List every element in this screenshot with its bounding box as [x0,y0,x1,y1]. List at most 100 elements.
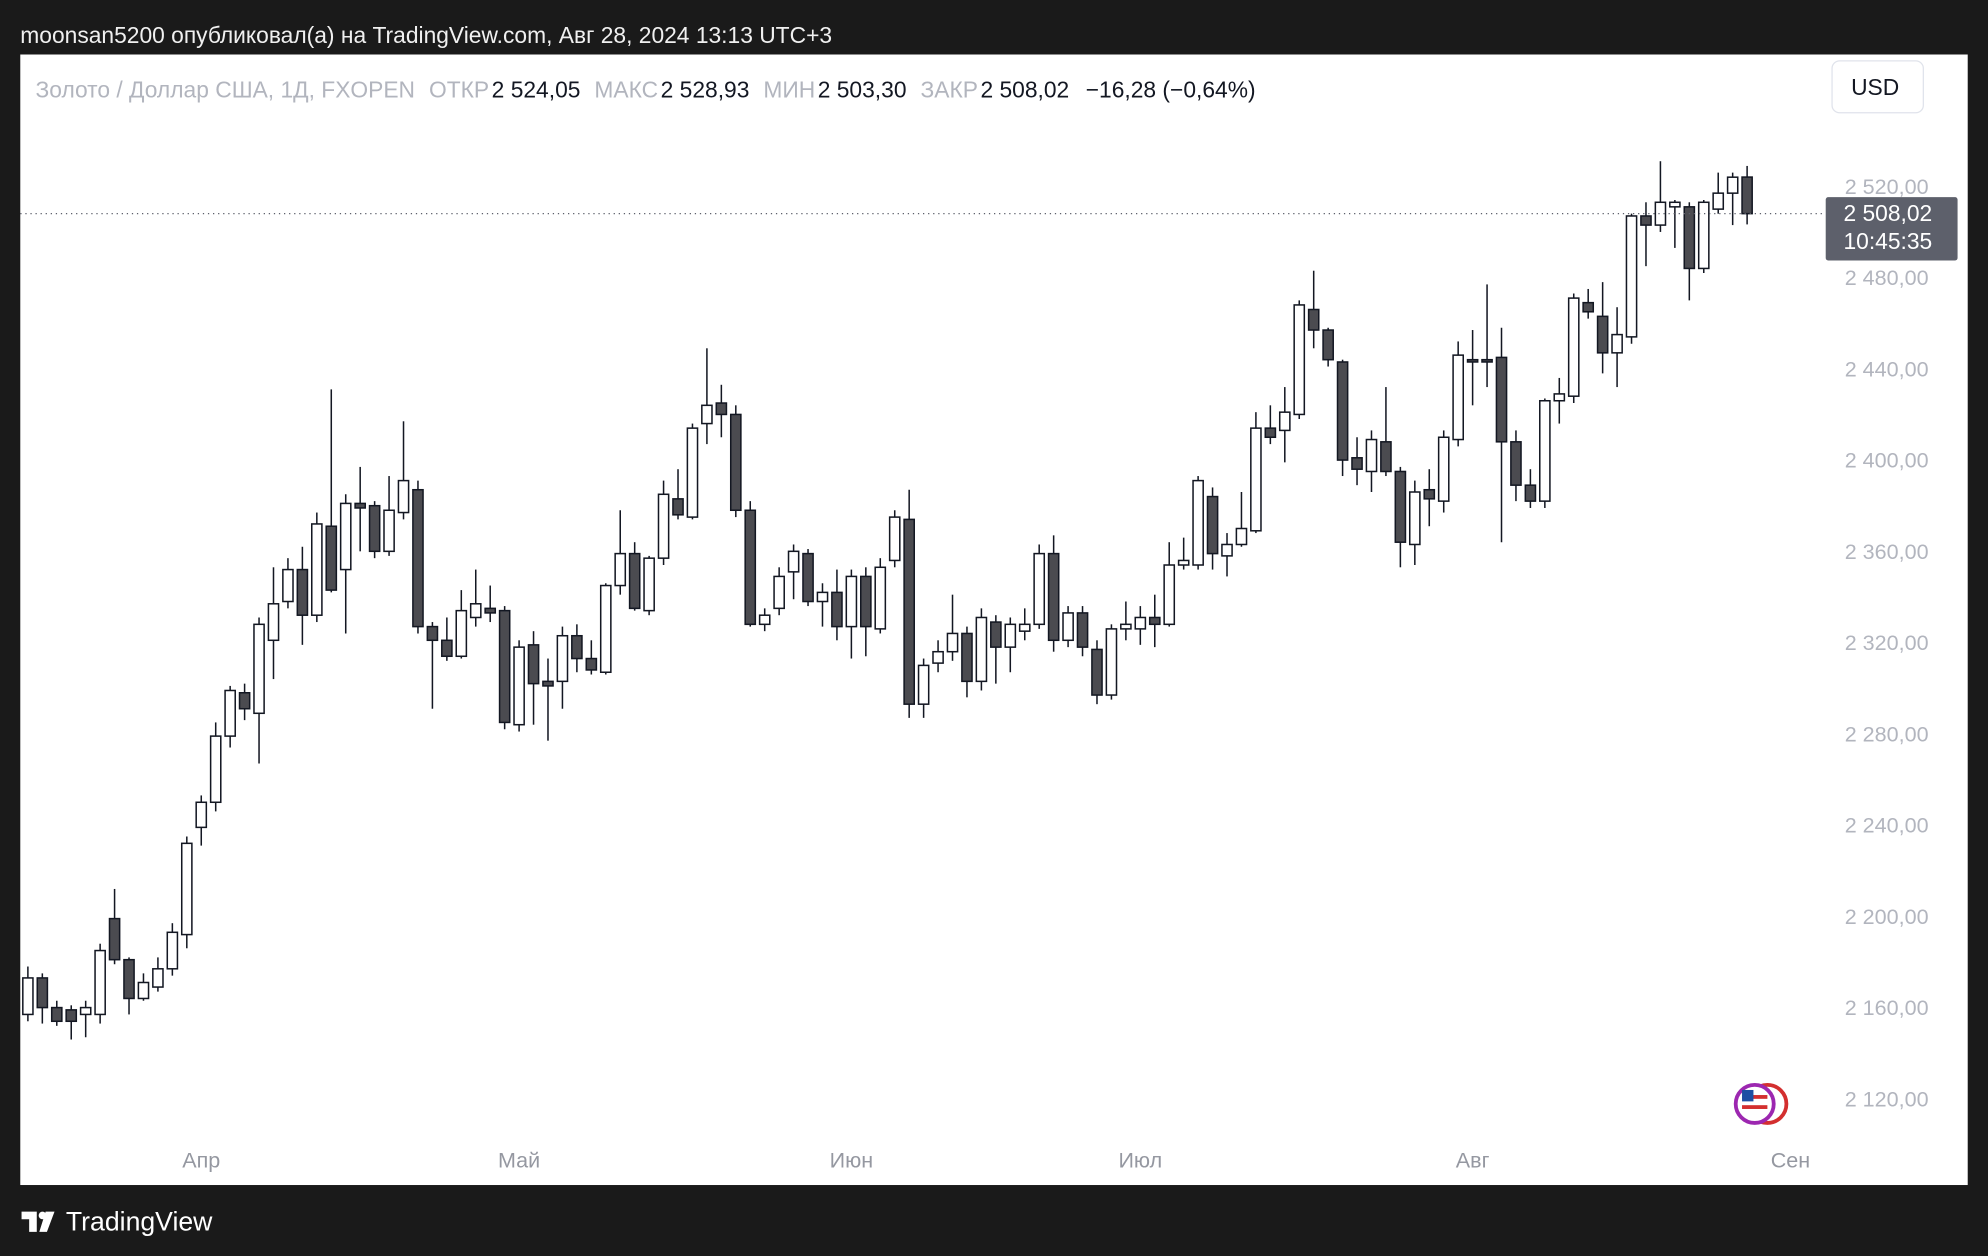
candle-body [1091,648,1103,696]
candle-body [845,575,858,628]
currency-button[interactable] [1831,60,1924,114]
candle-body [729,413,742,512]
y-tick-label: 2 160,00 [1845,996,1929,1020]
y-tick-label: 2 320,00 [1845,631,1929,655]
candle-body [1394,470,1407,543]
candle-body [628,552,641,610]
y-tick-label: 2 400,00 [1845,449,1929,473]
y-tick-label: 2 520,00 [1845,175,1929,199]
high-value: 2 528,93 [661,77,750,103]
candle-body [1697,201,1710,270]
candle-body [773,575,785,610]
candle-body [744,509,757,626]
candle-body [1553,393,1566,402]
candle-body [108,917,121,961]
candle-body [498,609,511,724]
candle-body [1495,356,1508,443]
low-value: 2 503,30 [818,77,907,103]
candle-body [1004,623,1017,648]
candle-body [888,516,901,562]
candle-body [238,692,251,710]
candle-body [137,981,150,1000]
candle-body [513,646,525,726]
open-label: ОТКР [429,77,489,103]
candle-body [701,404,713,425]
candle-body [1177,559,1190,566]
candle-body [1192,479,1204,566]
candle-body [758,614,771,626]
open-value: 2 524,05 [492,77,581,103]
candle-body [1683,206,1696,270]
candle-body [599,584,612,673]
candle-body [917,664,930,705]
candle-body [426,625,439,642]
candle-body [802,552,814,603]
logo-mark [21,1211,55,1232]
candle-body [990,621,1002,648]
legend-header: Золото / Доллар США, 1Д, FXOPEN ОТКР 2 52… [36,77,1256,103]
candle-body [831,591,843,628]
candle-body [1640,215,1652,226]
candle-body [224,689,236,737]
candle-body [1669,201,1681,208]
byline: moonsan5200 опубликовал(а) на TradingVie… [20,22,832,48]
candle-body [1293,304,1306,416]
candle-body [1235,527,1248,546]
candle-body [1380,441,1392,473]
candle-body [412,488,424,628]
candle-body [961,632,973,683]
y-tick-label: 2 200,00 [1845,905,1929,929]
y-tick-label: 2 440,00 [1845,357,1929,381]
candle-body [1408,491,1421,546]
candle-body [1524,484,1537,502]
candle-body [180,842,193,936]
flag-canton [1742,1089,1754,1102]
candle-body [1726,176,1739,194]
candle-body [1264,427,1277,439]
x-tick-label: Апр [182,1148,220,1172]
candle-body [1047,552,1060,642]
candle-body [339,502,352,571]
candle-body [1336,361,1349,461]
candle-body [614,552,627,587]
candle-body [282,568,294,603]
candle-body [195,801,208,829]
candle-body [1481,358,1493,363]
flag-stripe [1742,1105,1768,1109]
candle-body [311,523,323,616]
candle-body [816,591,829,603]
x-tick-label: Июл [1118,1148,1162,1172]
candle-body [1567,297,1580,397]
candle-body [94,949,106,1016]
candle-body [932,650,944,664]
flag-circle [1733,1082,1776,1125]
candle-body [1250,427,1262,532]
candle-body [1654,201,1667,226]
candle-body [50,1006,63,1023]
candle-body [1437,436,1450,502]
candle-body [1452,354,1464,441]
candle-body [325,525,338,591]
candle-body [1148,616,1161,626]
candle-body [1510,441,1522,486]
currency-label[interactable]: USD [1851,74,1899,100]
chart-panel [20,54,1968,1186]
candle-body [1018,623,1031,632]
candle-body [152,968,164,988]
candle-body [1206,495,1219,555]
candle-body [1625,215,1638,338]
candle-body [1221,543,1233,557]
candle-body [542,680,554,687]
x-tick-label: Сен [1771,1148,1810,1172]
candle-body [166,931,179,970]
candle-body [1741,176,1753,215]
candle-body [1712,192,1725,210]
last-price-box [1825,197,1958,261]
candle-body [1322,329,1334,361]
candle-body [859,575,872,628]
candle-body [1076,612,1089,648]
candle-body [585,657,598,671]
y-tick-label: 2 360,00 [1845,540,1929,564]
